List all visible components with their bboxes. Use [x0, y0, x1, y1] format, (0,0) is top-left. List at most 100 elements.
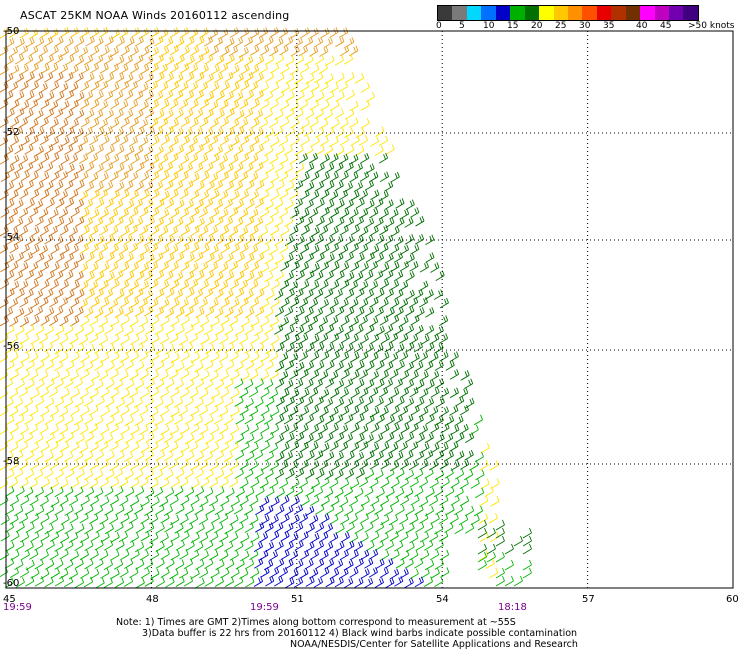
wind-barb: [25, 522, 35, 533]
wind-barb: [80, 405, 90, 417]
wind-barb: [349, 242, 359, 254]
wind-barb: [4, 253, 15, 265]
wind-barb: [310, 369, 320, 381]
wind-barb: [95, 198, 105, 209]
wind-barb: [45, 397, 55, 409]
wind-barb: [229, 27, 239, 38]
wind-barb: [390, 405, 400, 416]
wind-barb: [384, 341, 394, 353]
wind-barb: [410, 244, 420, 255]
wind-barb: [204, 469, 214, 480]
wind-barb: [45, 307, 55, 318]
wind-barb: [399, 531, 409, 543]
wind-barb: [3, 307, 14, 318]
wind-barb: [0, 459, 9, 471]
wind-barb: [45, 378, 55, 389]
wind-barb: [155, 576, 165, 588]
wind-barb: [199, 279, 209, 291]
wind-barb: [234, 361, 244, 372]
wind-barb: [414, 468, 424, 480]
wind-barb: [204, 216, 215, 227]
wind-barb: [425, 379, 435, 391]
wind-barb: [5, 577, 15, 589]
wind-barb: [349, 532, 359, 544]
wind-barb: [323, 109, 334, 120]
wind-barb: [184, 414, 194, 425]
wind-barb: [249, 190, 259, 201]
wind-barb: [339, 549, 349, 561]
wind-barb: [128, 513, 138, 524]
wind-barb: [359, 459, 369, 470]
wind-barb: [295, 432, 305, 443]
wind-barb: [34, 216, 44, 227]
wind-barb: [264, 234, 274, 245]
wind-barb: [255, 252, 265, 264]
wind-barb: [288, 280, 299, 292]
wind-barb: [245, 198, 255, 210]
wind-barb: [5, 324, 15, 336]
wind-barb: [54, 468, 64, 480]
wind-barb: [139, 64, 150, 75]
wind-barb: [395, 396, 405, 408]
wind-barb: [34, 558, 44, 570]
wind-barb: [219, 531, 229, 543]
wind-barb: [264, 468, 274, 479]
wind-barb: [405, 305, 415, 317]
wind-barb: [379, 567, 389, 579]
wind-barb: [44, 144, 54, 155]
wind-barb: [334, 55, 344, 66]
wind-barb: [279, 44, 289, 56]
wind-barb: [193, 288, 204, 300]
wind-barb: [55, 252, 65, 263]
wind-barb: [310, 136, 320, 147]
wind-barb: [355, 468, 365, 479]
wind-barb: [354, 503, 365, 515]
wind-barb: [74, 271, 84, 282]
wind-barb: [330, 460, 340, 472]
wind-barb: [270, 62, 280, 74]
wind-barb: [450, 424, 460, 436]
wind-barb: [184, 90, 195, 102]
wind-barb: [210, 280, 220, 291]
wind-barb: [313, 378, 323, 390]
colorbar-label: 0: [436, 21, 442, 31]
wind-barb: [449, 513, 459, 525]
wind-barb: [49, 514, 59, 525]
wind-barb: [79, 424, 89, 435]
wind-barb: [9, 226, 19, 238]
wind-barb: [128, 242, 139, 254]
wind-barb: [285, 432, 295, 444]
wind-barb: [404, 558, 414, 569]
wind-barb: [40, 63, 50, 75]
wind-barb: [199, 351, 209, 362]
wind-barb: [229, 154, 239, 165]
wind-barb: [14, 252, 24, 263]
wind-barb: [224, 71, 234, 83]
wind-barb: [314, 324, 324, 336]
wind-barb: [310, 334, 320, 345]
wind-barb: [89, 27, 100, 39]
wind-barb: [208, 333, 219, 345]
wind-barb: [435, 270, 445, 281]
colorbar-label: >50 knots: [688, 21, 735, 31]
wind-barb: [330, 351, 340, 362]
wind-barb: [323, 37, 333, 48]
wind-barb: [14, 505, 24, 517]
wind-barb: [35, 396, 45, 407]
wind-barb: [89, 243, 99, 254]
wind-barb: [54, 504, 64, 516]
wind-barb: [439, 442, 449, 454]
wind-barb: [85, 271, 95, 283]
wind-barb: [235, 287, 245, 299]
wind-barb: [349, 171, 359, 183]
wind-barb: [29, 45, 39, 56]
wind-barb: [210, 82, 220, 93]
wind-barb: [409, 532, 419, 544]
wind-barb: [309, 424, 320, 435]
wind-barb: [213, 413, 223, 425]
wind-barb: [325, 360, 335, 371]
wind-barb: [444, 468, 454, 479]
wind-barb: [170, 549, 180, 561]
wind-barb: [325, 306, 335, 318]
wind-barb: [445, 504, 455, 516]
